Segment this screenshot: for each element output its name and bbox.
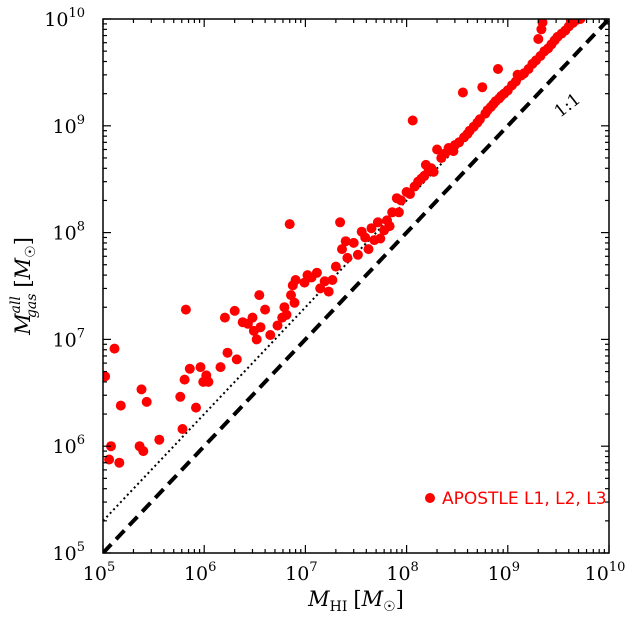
- data-point: [393, 207, 404, 218]
- legend-marker: [425, 493, 435, 503]
- data-point: [279, 302, 290, 313]
- data-point: [154, 434, 165, 445]
- y-tick-label: 107: [53, 326, 85, 351]
- data-point: [477, 82, 488, 93]
- data-point: [565, 19, 576, 26]
- data-point: [457, 87, 468, 98]
- data-point: [375, 233, 386, 244]
- plot-frame: [102, 18, 610, 554]
- axis-tick-labels: 105 106 107 108 109 1010 105 106 107 108 109 1010: [44, 6, 625, 585]
- data-point: [342, 252, 353, 263]
- data-point: [407, 115, 418, 126]
- data-point: [175, 391, 186, 402]
- data-point: [191, 402, 201, 413]
- data-point: [272, 320, 283, 331]
- reference-line-label: 1:1: [551, 89, 585, 122]
- data-point: [215, 362, 226, 373]
- x-tick-label: 109: [488, 560, 520, 585]
- data-point: [335, 217, 346, 228]
- data-point: [428, 166, 439, 177]
- legend-label: APOSTLE L1, L2, L3: [442, 489, 607, 509]
- data-point: [222, 347, 233, 358]
- data-point: [180, 304, 191, 315]
- data-point: [315, 283, 326, 294]
- data-point: [195, 362, 206, 373]
- x-tick-label: 105: [83, 560, 115, 585]
- data-point: [396, 195, 406, 206]
- x-tick-label: 1010: [585, 560, 626, 585]
- data-point: [231, 354, 242, 365]
- y-tick-label: 1010: [44, 6, 85, 31]
- data-point: [290, 275, 301, 285]
- x-axis-label: MHI [M☉]: [307, 587, 404, 615]
- y-axis-label: Mallgas[M☉]: [8, 237, 40, 336]
- data-point: [255, 322, 266, 333]
- y-tick-label: 109: [53, 113, 85, 138]
- data-point: [533, 34, 544, 44]
- data-point: [537, 19, 548, 28]
- data-point: [405, 189, 415, 199]
- data-point: [229, 305, 240, 316]
- data-point: [219, 312, 230, 323]
- data-point: [284, 219, 295, 230]
- data-point: [251, 334, 262, 345]
- data-point: [203, 376, 214, 387]
- x-tick-label: 108: [386, 560, 418, 585]
- data-point: [372, 217, 383, 228]
- data-point: [340, 236, 351, 247]
- data-point: [265, 330, 276, 340]
- data-point: [432, 144, 443, 155]
- data-point: [115, 400, 126, 411]
- data-point: [114, 457, 125, 468]
- data-point: [109, 343, 120, 354]
- data-point: [281, 309, 292, 320]
- data-point: [138, 446, 149, 457]
- data-point: [311, 267, 322, 278]
- data-point: [575, 19, 586, 24]
- data-point: [348, 237, 359, 248]
- data-point: [179, 374, 190, 385]
- data-point: [337, 244, 347, 255]
- data-point: [286, 290, 296, 301]
- data-point: [254, 290, 265, 301]
- data-point: [327, 275, 338, 285]
- data-point: [366, 223, 377, 234]
- data-point: [352, 249, 363, 260]
- data-point: [184, 363, 195, 374]
- plot-area: [103, 19, 609, 553]
- data-point: [103, 371, 111, 382]
- data-point: [323, 286, 334, 297]
- data-point: [247, 312, 258, 323]
- x-tick-label: 106: [184, 560, 216, 585]
- y-tick-label: 106: [53, 433, 85, 458]
- data-point: [299, 277, 310, 288]
- data-point: [141, 396, 152, 407]
- data-point: [360, 232, 371, 243]
- data-point: [177, 424, 188, 434]
- data-point: [493, 64, 503, 74]
- data-point: [136, 384, 147, 395]
- data-point: [384, 221, 395, 232]
- data-point: [319, 276, 330, 287]
- x-tick-label: 107: [285, 560, 317, 585]
- y-tick-label: 108: [53, 220, 85, 245]
- legend: APOSTLE L1, L2, L3: [425, 489, 607, 509]
- data-point: [260, 304, 271, 315]
- y-tick-label: 105: [53, 540, 85, 565]
- data-point: [363, 244, 374, 255]
- data-point: [289, 297, 300, 308]
- one-to-one-dashed-line: [103, 19, 609, 553]
- dotted-reference-line: [103, 19, 580, 522]
- data-point: [330, 261, 341, 272]
